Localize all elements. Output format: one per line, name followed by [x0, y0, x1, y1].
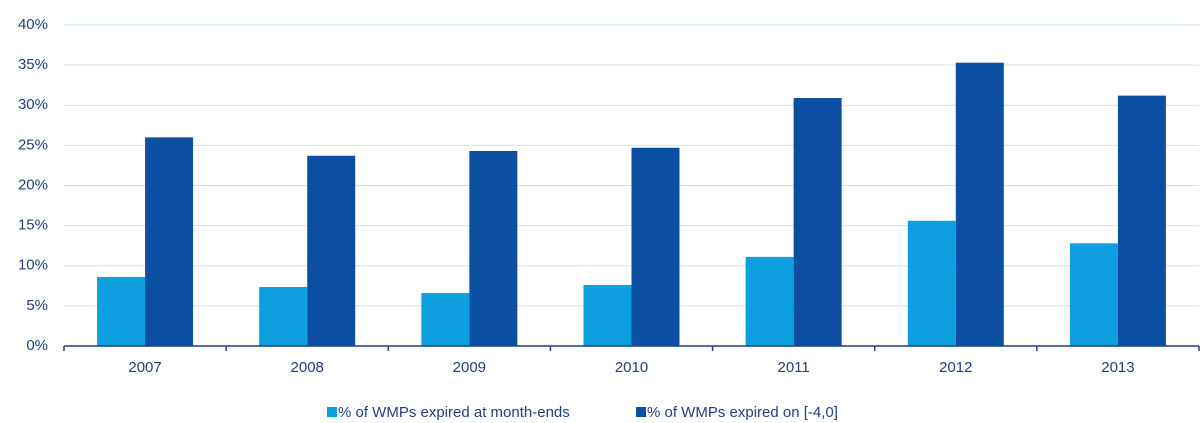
- y-tick-label: 25%: [18, 136, 48, 153]
- legend-swatch: [636, 407, 646, 417]
- x-tick-label: 2013: [1101, 359, 1134, 376]
- y-tick-label: 0%: [26, 337, 48, 354]
- x-tick-label: 2008: [291, 359, 324, 376]
- bar: [97, 276, 146, 346]
- x-tick-label: 2010: [615, 359, 648, 376]
- bar: [307, 155, 356, 346]
- bar: [1117, 95, 1166, 347]
- y-tick-label: 30%: [18, 96, 48, 113]
- y-tick-label: 5%: [26, 297, 48, 314]
- y-tick-label: 35%: [18, 56, 48, 73]
- legend-label: % of WMPs expired at month-ends: [338, 404, 570, 421]
- bar: [1069, 243, 1118, 346]
- bar: [145, 137, 194, 346]
- x-tick-label: 2011: [778, 359, 810, 376]
- bar: [583, 285, 632, 346]
- bar: [421, 293, 470, 346]
- bar: [631, 147, 680, 346]
- legend-swatch: [327, 407, 337, 417]
- y-tick-label: 40%: [18, 16, 48, 33]
- bar: [745, 256, 794, 346]
- bar: [955, 62, 1004, 346]
- y-tick-label: 15%: [18, 217, 48, 234]
- x-tick-label: 2007: [128, 359, 161, 376]
- y-tick-label: 20%: [18, 176, 48, 193]
- y-tick-label: 10%: [18, 257, 48, 274]
- bar: [907, 220, 956, 346]
- x-tick-label: 2012: [939, 359, 972, 376]
- bar: [469, 150, 518, 346]
- legend-label: % of WMPs expired on [-4,0]: [647, 404, 838, 421]
- bar: [793, 98, 842, 346]
- x-tick-label: 2009: [453, 359, 486, 376]
- bar: [259, 287, 308, 346]
